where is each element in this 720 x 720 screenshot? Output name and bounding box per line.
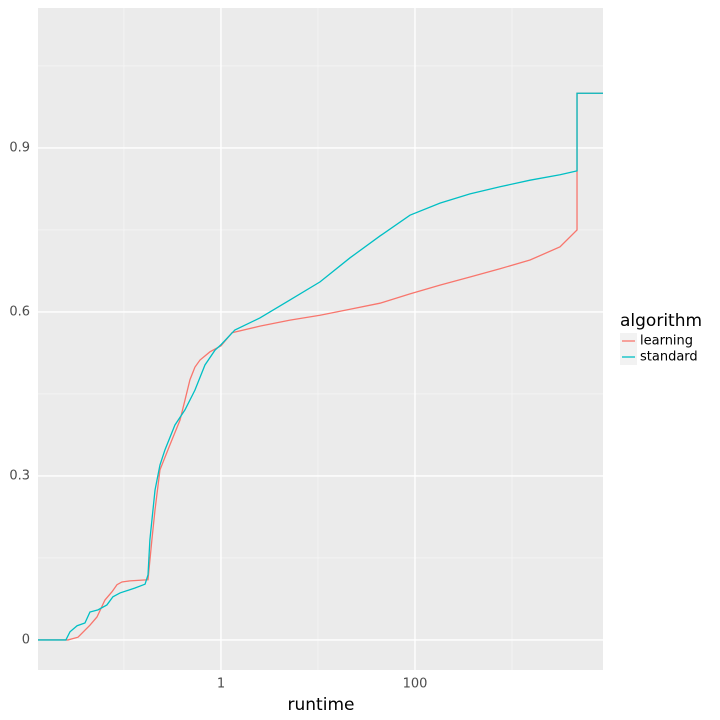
x-axis-label: runtime [288,695,355,715]
series-line [38,92,603,641]
grid [38,8,603,670]
legend-label: learning [640,334,693,349]
y-tick-label: 0.6 [9,304,30,319]
legend-label: standard [640,350,698,365]
legend-title: algorithm [620,311,702,331]
y-tick-label: 0 [22,632,30,647]
x-tick-label: 100 [403,677,428,692]
y-tick-label: 0.9 [9,140,30,155]
panel [38,8,603,670]
y-tick-label: 0.3 [9,468,30,483]
x-tick-label: 1 [217,677,225,692]
series-line [38,92,603,641]
lines [38,92,603,641]
